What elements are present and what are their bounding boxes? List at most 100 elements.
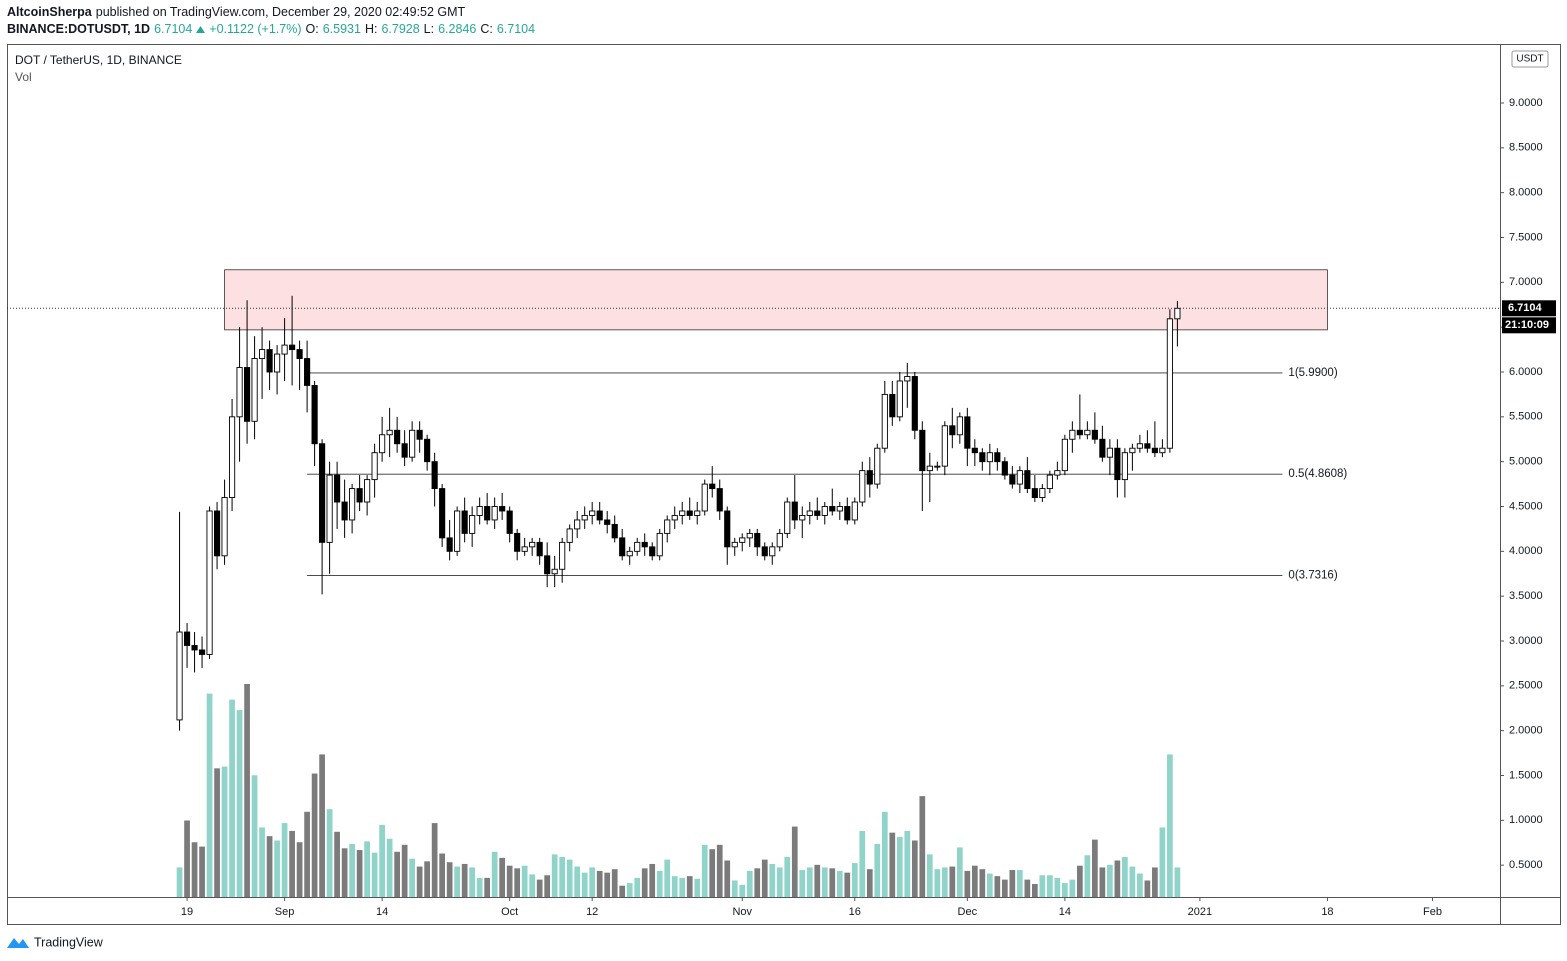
candle-body — [806, 510, 813, 516]
y-tick-label: 2.0000 — [1509, 725, 1543, 737]
candle-body — [596, 510, 603, 521]
volume-bar — [544, 875, 551, 897]
y-tick-label: 1.0000 — [1509, 814, 1543, 826]
volume-bar — [356, 850, 363, 897]
y-tick-label: 1.5000 — [1509, 769, 1543, 781]
volume-bar — [499, 857, 506, 897]
candle-body — [911, 376, 918, 431]
volume-bar — [1054, 877, 1061, 897]
candle-body — [904, 376, 911, 382]
candle-body — [686, 510, 693, 516]
volume-bar — [1092, 839, 1098, 897]
volume-bar — [626, 883, 633, 897]
volume-bar — [611, 869, 618, 897]
candle-body — [1069, 429, 1076, 440]
y-tick-label: 5.0000 — [1509, 456, 1543, 468]
volume-bar — [574, 866, 581, 897]
volume-bar — [836, 870, 843, 897]
candle-body — [198, 649, 206, 655]
x-tick-label: 18 — [1321, 906, 1333, 918]
x-tick-label: 14 — [1059, 906, 1071, 918]
volume-bar — [334, 831, 340, 897]
volume-bar — [349, 843, 355, 897]
low-value: 6.2846 — [438, 22, 477, 36]
high-value: 6.7928 — [381, 22, 420, 36]
volume-bar — [979, 869, 986, 897]
candle-body — [356, 488, 363, 503]
volume-bar — [566, 859, 573, 897]
candle-body — [754, 532, 761, 548]
candle-body — [889, 393, 896, 418]
candle-body — [244, 367, 251, 422]
volume-bar — [266, 836, 273, 897]
volume-bar — [581, 872, 588, 897]
candle-body — [409, 429, 416, 458]
candle-body — [1061, 438, 1068, 472]
candle-body — [851, 501, 858, 521]
volume-bar — [829, 868, 836, 897]
candle-body — [319, 443, 326, 543]
candle-body — [979, 452, 986, 463]
volume-bar — [506, 865, 513, 897]
candle-body — [416, 429, 423, 440]
candle-body — [679, 510, 686, 516]
candle-body — [964, 416, 971, 449]
volume-bar — [656, 870, 663, 897]
candle-body — [1144, 443, 1151, 449]
footer-logo: TradingView — [7, 935, 104, 949]
volume-bar — [364, 841, 370, 897]
volume-bar — [191, 842, 198, 897]
candle-body — [1151, 447, 1158, 454]
y-tick-label: 9.0000 — [1509, 97, 1543, 109]
open-value: 6.5931 — [322, 22, 361, 36]
y-tick-label: 5.5000 — [1509, 411, 1543, 423]
candle-body — [881, 393, 888, 449]
candle-body — [859, 470, 866, 503]
volume-bar — [236, 710, 243, 897]
y-tick-label: 7.0000 — [1509, 276, 1543, 288]
candle-body — [649, 546, 656, 557]
candle-body — [634, 541, 641, 552]
volume-bar — [649, 863, 656, 897]
candle-body — [424, 438, 431, 463]
y-tick-label: 3.5000 — [1509, 590, 1543, 602]
volume-bar — [386, 838, 393, 897]
candle-body — [934, 465, 941, 468]
candle-body — [514, 532, 521, 552]
candle-body — [334, 474, 341, 503]
candle-body — [439, 488, 446, 539]
volume-bar — [1174, 867, 1181, 897]
candle-body — [364, 479, 371, 503]
x-tick-label: 12 — [586, 906, 598, 918]
candle-body — [566, 528, 573, 543]
candle-body — [626, 550, 633, 557]
volume-bar — [784, 857, 791, 897]
volume-bar — [791, 826, 798, 897]
currency-badge — [1511, 50, 1549, 68]
volume-bar — [1039, 875, 1046, 897]
volume-bar — [1152, 867, 1158, 897]
candle-body — [484, 506, 491, 521]
candle-body — [1001, 461, 1008, 476]
close-label: C: — [480, 22, 493, 36]
volume-bar — [776, 867, 783, 897]
x-tick-label: 19 — [181, 906, 193, 918]
volume-bar — [401, 844, 408, 897]
volume-bar — [394, 851, 400, 897]
volume-bar — [679, 877, 686, 897]
low-label: L: — [423, 22, 435, 36]
candle-body — [604, 519, 611, 525]
candle-body — [289, 344, 296, 351]
volume-bar — [416, 866, 423, 897]
volume-bar — [1137, 873, 1143, 897]
volume-bar — [596, 870, 603, 897]
y-tick-label: 7.5000 — [1509, 231, 1543, 243]
candle-body — [266, 349, 273, 373]
volume-bar — [1009, 870, 1016, 897]
candle-body — [724, 510, 731, 548]
volume-bar — [589, 867, 596, 897]
volume-bar — [454, 866, 461, 897]
volume-bar — [1046, 875, 1053, 897]
author: AltcoinSherpa — [7, 5, 92, 19]
